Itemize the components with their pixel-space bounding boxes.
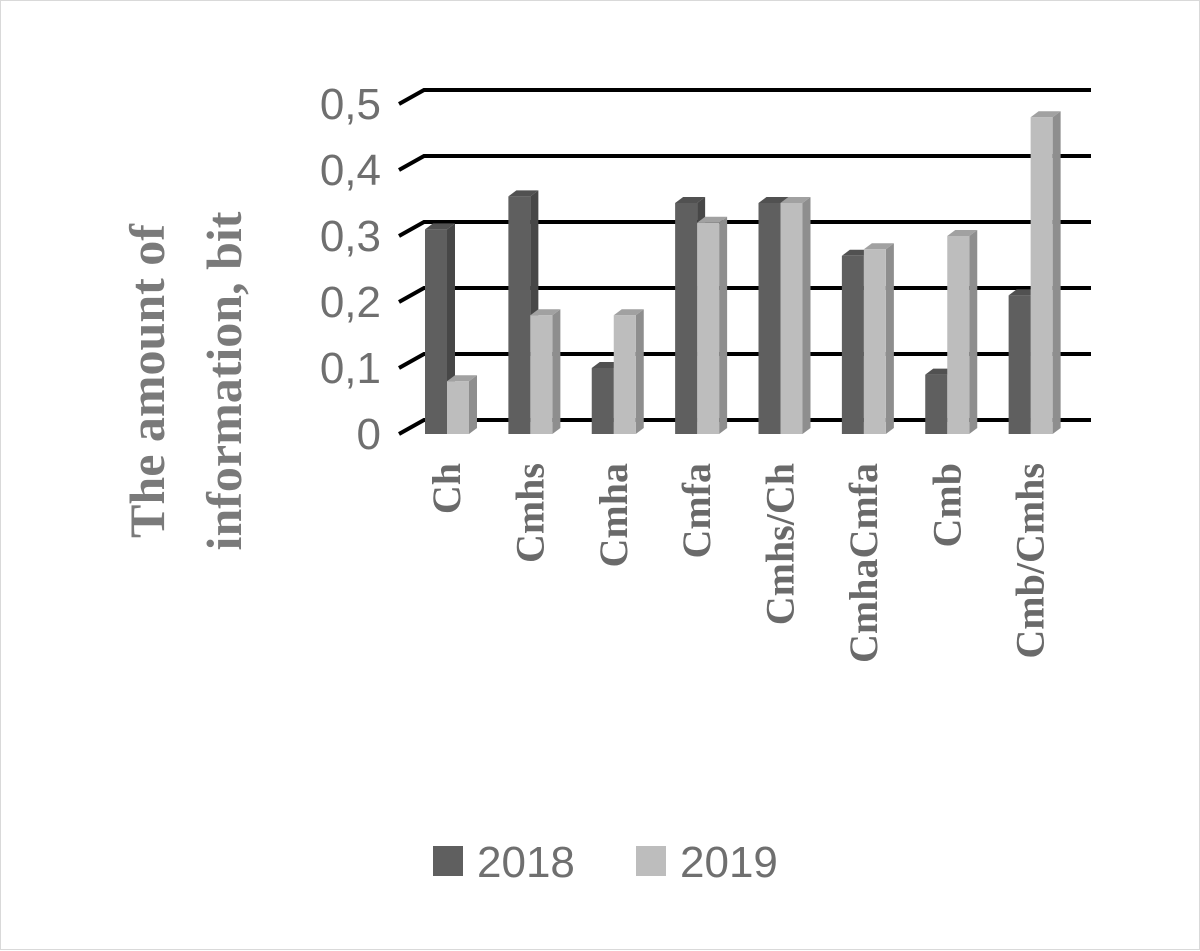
bar-2019-Cmha: [613, 309, 644, 434]
bar-2019-Cmfa: [697, 216, 728, 434]
bar-2019-Cmb: [947, 230, 978, 434]
gridline: [398, 154, 1091, 172]
bar-2019-Cmhs: [530, 309, 561, 434]
x-category-label: Ch: [424, 463, 469, 514]
y-tick-label: 0: [357, 410, 381, 459]
x-category-label: Cmha: [591, 463, 636, 567]
legend-item-2019: 2019: [636, 838, 778, 887]
gridline: [398, 220, 1091, 238]
legend-label: 2018: [477, 838, 575, 887]
gridline: [398, 352, 1091, 370]
bar-2019-Cmhs/Ch: [780, 197, 811, 434]
bars: [425, 111, 1061, 434]
y-tick-label: 0,2: [320, 278, 381, 327]
bar-2019-Cmb/Cmhs: [1030, 111, 1061, 434]
x-category-label: Cmhs/Ch: [758, 463, 803, 625]
bar-2019-Ch: [447, 375, 477, 434]
y-tick-label: 0,4: [320, 146, 381, 195]
y-tick-label: 0,1: [320, 344, 381, 393]
x-axis-categories: Ch Cmhs Cmha Cmfa Cmhs/Ch CmhaCmfa Cmb Cmb/Cmhs: [424, 463, 1053, 663]
gridline: [398, 88, 1091, 106]
x-category-label: Cmhs: [507, 463, 552, 563]
y-axis-label-line2: information, bit: [196, 211, 252, 550]
legend-item-2018: 2018: [433, 838, 575, 887]
legend: 2018 2019: [433, 838, 778, 887]
y-axis-ticks: 0 0,1 0,2 0,3 0,4 0,5: [320, 80, 381, 459]
y-axis-label-line1: The amount of: [119, 223, 175, 538]
y-tick-label: 0,3: [320, 212, 381, 261]
gridline: [398, 418, 1091, 436]
legend-swatch: [636, 846, 666, 876]
x-category-label: Cmb/Cmhs: [1008, 463, 1053, 659]
x-category-label: CmhaCmfa: [841, 463, 886, 663]
x-category-label: Cmfa: [674, 463, 719, 559]
y-tick-label: 0,5: [320, 80, 381, 129]
gridline: [398, 286, 1091, 304]
gridlines: [398, 88, 1091, 436]
x-category-label: Cmb: [924, 463, 969, 547]
legend-swatch: [433, 846, 463, 876]
bar-2019-CmhaCmfa: [863, 243, 894, 434]
legend-label: 2019: [680, 838, 778, 887]
